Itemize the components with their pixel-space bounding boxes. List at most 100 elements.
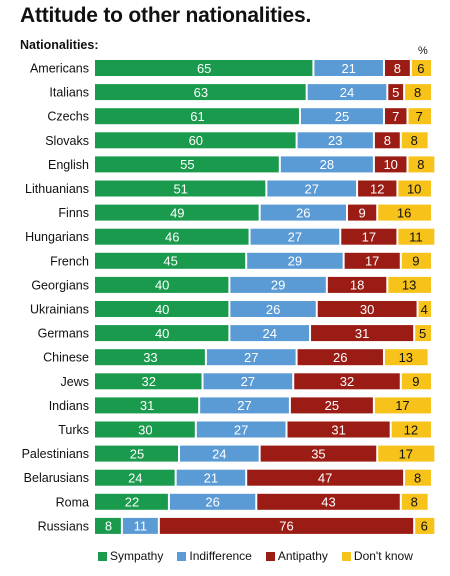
value-label-french-indifference: 29: [288, 254, 302, 269]
bar-turks-indifference: [196, 421, 286, 438]
bar-ukrainians-don-t-know: [418, 301, 431, 317]
value-label-russians-don-t-know: 6: [421, 519, 428, 534]
bar-ukrainians-antipathy: [317, 301, 417, 317]
value-label-americans-indifference: 21: [341, 61, 355, 76]
value-label-americans-sympathy: 65: [197, 61, 211, 76]
bar-french-sympathy: [95, 252, 246, 269]
bar-slovaks-indifference: [297, 132, 373, 149]
bar-americans-indifference: [314, 60, 383, 76]
category-label-czechs: Czechs: [47, 110, 89, 124]
category-label-english: English: [48, 158, 89, 172]
bar-chinese-antipathy: [297, 349, 383, 366]
bar-chinese-don-t-know: [384, 349, 428, 366]
bar-turks-sympathy: [95, 421, 195, 438]
legend-item-sympathy: Sympathy: [98, 549, 163, 563]
category-label-lithuanians: Lithuanians: [25, 182, 89, 196]
value-label-ukrainians-indifference: 26: [266, 302, 280, 317]
category-label-chinese: Chinese: [43, 351, 89, 365]
bar-roma-indifference: [169, 493, 256, 510]
value-label-americans-antipathy: 8: [394, 61, 401, 76]
value-label-english-don-t-know: 8: [417, 157, 424, 172]
value-label-germans-sympathy: 40: [155, 326, 169, 341]
bar-hungarians-antipathy: [341, 228, 397, 245]
category-label-italians: Italians: [49, 86, 89, 100]
value-label-turks-antipathy: 31: [331, 422, 345, 437]
bar-georgians-don-t-know: [388, 276, 431, 293]
bar-palestinians-don-t-know: [378, 445, 435, 462]
bar-english-indifference: [280, 156, 373, 173]
value-label-roma-sympathy: 22: [125, 495, 139, 510]
value-label-slovaks-indifference: 23: [328, 133, 342, 148]
bar-russians-don-t-know: [415, 517, 435, 534]
value-label-czechs-sympathy: 61: [190, 109, 204, 124]
legend-label-dont-know: Don't know: [353, 549, 413, 563]
category-label-hungarians: Hungarians: [25, 230, 89, 244]
value-label-russians-indifference: 11: [134, 519, 148, 534]
value-label-roma-don-t-know: 8: [411, 495, 418, 510]
value-label-turks-sympathy: 30: [138, 422, 152, 437]
category-label-turks: Turks: [58, 423, 89, 437]
category-label-finns: Finns: [58, 206, 89, 220]
value-label-hungarians-antipathy: 17: [362, 230, 376, 245]
bar-english-antipathy: [374, 156, 407, 173]
value-label-french-antipathy: 17: [365, 254, 379, 269]
bar-georgians-indifference: [230, 276, 326, 293]
value-label-indians-antipathy: 25: [325, 398, 339, 413]
value-label-palestinians-antipathy: 35: [311, 446, 325, 461]
value-label-indians-indifference: 27: [237, 398, 251, 413]
value-label-chinese-don-t-know: 13: [399, 350, 413, 365]
value-label-lithuanians-antipathy: 12: [370, 181, 384, 196]
value-label-french-sympathy: 45: [163, 254, 177, 269]
value-label-chinese-antipathy: 26: [333, 350, 347, 365]
bar-belarusians-antipathy: [247, 469, 404, 486]
bar-lithuanians-don-t-know: [398, 180, 431, 197]
category-label-roma: Roma: [56, 495, 89, 509]
bar-germans-sympathy: [95, 325, 229, 342]
bar-finns-sympathy: [95, 204, 259, 221]
bar-chinese-sympathy: [95, 349, 205, 366]
bar-italians-sympathy: [95, 84, 306, 101]
value-label-english-sympathy: 55: [180, 157, 194, 172]
bar-lithuanians-antipathy: [358, 180, 397, 197]
value-label-americans-don-t-know: 6: [417, 61, 424, 76]
category-label-palestinians: Palestinians: [22, 447, 89, 461]
value-label-turks-don-t-know: 12: [404, 422, 418, 437]
legend-label-antipathy: Antipathy: [277, 549, 328, 563]
category-label-russians: Russians: [38, 519, 89, 533]
bar-finns-indifference: [260, 204, 346, 221]
category-label-indians: Indians: [49, 399, 89, 413]
value-label-jews-sympathy: 32: [142, 374, 156, 389]
legend-item-indifference: Indifference: [177, 549, 252, 563]
bar-english-sympathy: [95, 156, 279, 173]
value-label-french-don-t-know: 9: [412, 254, 419, 269]
bar-jews-indifference: [203, 373, 293, 390]
bar-americans-don-t-know: [411, 60, 431, 76]
value-label-chinese-indifference: 27: [244, 350, 258, 365]
value-label-indians-don-t-know: 17: [395, 398, 409, 413]
bar-lithuanians-sympathy: [95, 180, 266, 197]
value-label-germans-indifference: 24: [262, 326, 276, 341]
value-label-indians-sympathy: 31: [140, 398, 154, 413]
value-label-slovaks-antipathy: 8: [384, 133, 391, 148]
bar-jews-sympathy: [95, 373, 202, 390]
legend-label-indifference: Indifference: [189, 549, 252, 563]
value-label-russians-antipathy: 76: [279, 519, 293, 534]
value-label-palestinians-sympathy: 25: [130, 446, 144, 461]
value-label-italians-don-t-know: 8: [414, 85, 421, 100]
category-label-americans: Americans: [30, 62, 89, 76]
value-label-roma-indifference: 26: [205, 495, 219, 510]
bar-americans-sympathy: [95, 60, 313, 76]
legend-label-sympathy: Sympathy: [110, 549, 164, 563]
value-label-palestinians-indifference: 24: [212, 446, 226, 461]
value-label-belarusians-sympathy: 24: [128, 471, 142, 486]
value-label-chinese-sympathy: 33: [143, 350, 157, 365]
bar-italians-indifference: [307, 84, 387, 101]
category-label-ukrainians: Ukrainians: [30, 303, 89, 317]
bar-indians-antipathy: [290, 397, 373, 414]
value-label-czechs-antipathy: 7: [392, 109, 399, 124]
unit-label: %: [418, 45, 428, 57]
value-label-russians-sympathy: 8: [105, 519, 112, 534]
value-label-jews-don-t-know: 9: [412, 374, 419, 389]
value-label-ukrainians-don-t-know: 4: [421, 302, 428, 317]
